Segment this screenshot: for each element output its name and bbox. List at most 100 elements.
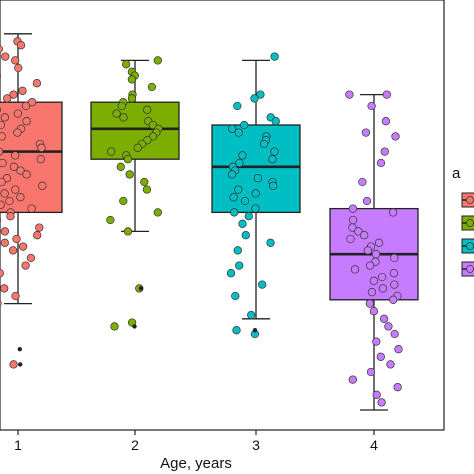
data-point (0, 120, 6, 130)
data-point (18, 86, 27, 95)
legend-key-point (466, 219, 474, 227)
data-point (18, 242, 28, 251)
data-point (0, 113, 9, 122)
data-point (16, 41, 26, 50)
data-point (381, 117, 391, 126)
data-point (390, 329, 399, 339)
data-point (345, 90, 354, 99)
data-point (11, 185, 20, 194)
data-point (11, 151, 20, 160)
data-point (112, 109, 121, 118)
data-point (269, 181, 278, 190)
data-point (350, 265, 360, 274)
x-axis-title: Age, years (160, 455, 232, 472)
data-point (107, 147, 116, 156)
data-point (22, 117, 31, 126)
data-point (377, 398, 386, 407)
data-point (251, 189, 260, 198)
legend-key-point (466, 242, 474, 250)
legend-title: a (452, 165, 461, 182)
data-point (361, 128, 371, 137)
data-point (271, 117, 280, 126)
x-axis-ticks: 1 2 3 4 (14, 430, 378, 453)
data-point (26, 253, 36, 263)
data-point (235, 158, 244, 168)
data-point (270, 147, 279, 156)
data-point (390, 253, 399, 263)
data-point (0, 200, 5, 209)
data-point (358, 177, 367, 187)
data-point (366, 367, 376, 377)
data-point (0, 158, 7, 168)
data-point (110, 322, 119, 331)
data-point (348, 215, 358, 225)
data-point (22, 170, 31, 179)
data-point (1, 52, 10, 61)
box-group-1 (0, 33, 63, 305)
data-point (106, 215, 115, 225)
data-point (127, 94, 137, 103)
data-point (0, 269, 4, 278)
data-point (234, 128, 243, 137)
data-point (227, 170, 237, 179)
data-point (240, 120, 249, 130)
data-point (8, 246, 18, 255)
data-point (363, 246, 373, 255)
data-point (376, 158, 386, 168)
data-point (33, 231, 42, 240)
data-point (231, 291, 240, 301)
data-point (394, 345, 403, 354)
data-point (122, 60, 131, 69)
data-point (12, 234, 21, 244)
data-point (360, 231, 369, 240)
data-point (241, 231, 250, 240)
data-point (147, 82, 157, 92)
outlier-point (252, 328, 258, 333)
data-point (389, 269, 399, 278)
box-group-3 (211, 59, 301, 320)
data-point (251, 204, 260, 213)
x-tick-label: 2 (131, 437, 139, 453)
data-point (0, 107, 1, 113)
data-point (389, 295, 398, 304)
outlier-point (18, 362, 23, 367)
data-point (0, 300, 2, 307)
data-point (365, 261, 375, 270)
data-point (142, 185, 152, 194)
data-point (258, 280, 267, 289)
data-point (230, 208, 239, 217)
points-layer (0, 37, 403, 407)
data-point (268, 155, 277, 164)
data-point (125, 170, 134, 179)
data-point (380, 147, 389, 156)
data-point (346, 234, 355, 244)
data-point (256, 90, 265, 99)
x-tick-label: 4 (370, 437, 378, 453)
data-point (367, 101, 376, 111)
data-point (372, 390, 381, 399)
data-point (127, 75, 137, 84)
data-point (140, 177, 149, 187)
data-point (238, 219, 247, 228)
data-point (0, 147, 4, 156)
data-point (244, 212, 253, 221)
data-point (391, 132, 400, 141)
data-point (16, 193, 25, 202)
data-point (148, 132, 158, 141)
data-point (119, 113, 128, 122)
data-point (0, 45, 3, 53)
data-point (362, 196, 372, 206)
data-point (376, 352, 385, 361)
x-tick-label: 1 (14, 437, 22, 453)
data-point (266, 238, 275, 247)
data-point (123, 155, 133, 164)
data-point (240, 196, 250, 206)
data-point (0, 177, 6, 187)
data-point (348, 375, 357, 384)
box-iqr (211, 124, 301, 214)
data-point (393, 383, 402, 392)
data-point (21, 101, 31, 111)
legend (461, 192, 474, 277)
data-point (13, 109, 23, 118)
